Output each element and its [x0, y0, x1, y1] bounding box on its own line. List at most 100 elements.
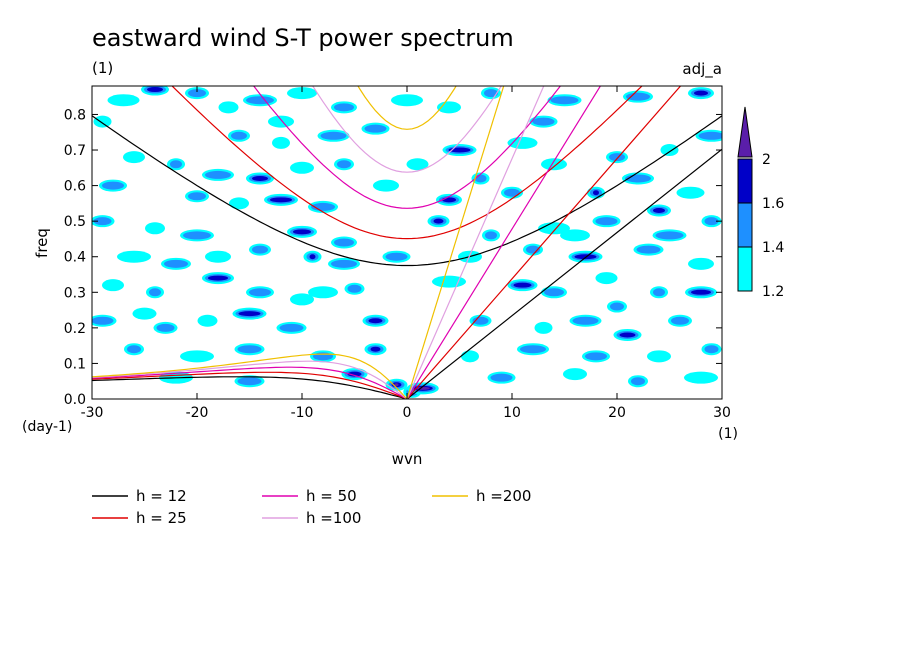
contour-blob	[623, 90, 653, 103]
contour-level-1	[308, 286, 338, 299]
contour-level-1	[117, 250, 151, 263]
contour-blob	[432, 275, 466, 288]
contour-level-2	[188, 89, 206, 98]
y-unit-label: (day-1)	[22, 419, 72, 435]
contour-blob	[362, 314, 389, 327]
contour-level-2	[520, 345, 546, 354]
dispersion-curves	[92, 86, 722, 399]
contour-level-3	[368, 318, 383, 324]
contour-level-3	[593, 190, 599, 196]
contour-level-1	[107, 94, 140, 107]
contour-blob	[331, 101, 357, 114]
contour-blob	[268, 115, 294, 128]
y-tick-label: 0.4	[64, 250, 86, 266]
contour-level-2	[164, 259, 188, 268]
contour-level-1	[132, 307, 157, 320]
contour-level-3	[370, 346, 381, 352]
contour-level-2	[127, 345, 141, 354]
contour-level-2	[595, 217, 618, 226]
contour-blob	[317, 129, 350, 142]
contour-level-2	[237, 377, 262, 386]
contour-blob	[650, 286, 668, 299]
contour-blob	[685, 286, 717, 299]
contour-blob	[652, 229, 687, 242]
legend-item: h = 50	[262, 487, 357, 505]
contour-level-2	[334, 103, 354, 112]
contour-blob	[487, 371, 516, 384]
contour-blob	[102, 279, 124, 292]
legend-item: h =200	[432, 487, 531, 505]
contour-level-1	[205, 250, 231, 263]
contour-blob	[124, 343, 144, 356]
contour-blob	[688, 257, 714, 270]
colorbar-arrow	[737, 106, 753, 158]
contour-level-2	[626, 92, 650, 101]
contour-blob	[534, 321, 553, 334]
y-axis-label: freq	[33, 228, 51, 258]
contour-level-2	[320, 131, 347, 140]
contour-level-1	[290, 293, 314, 306]
y-tick-label: 0.7	[64, 143, 86, 159]
y-tick-label: 0.3	[64, 285, 86, 301]
kelvin-curve	[406, 86, 545, 399]
y-tick-label: 0.6	[64, 179, 86, 195]
contour-blob	[613, 328, 642, 341]
contour-level-2	[92, 316, 114, 325]
legend-label: h =200	[476, 487, 531, 505]
contour-level-2	[347, 284, 362, 293]
contour-blob	[647, 350, 671, 363]
legend: h = 12 h = 25 h = 50 h =100 h =200	[92, 487, 531, 527]
x-tick-label: -30	[81, 405, 104, 421]
contour-blob	[569, 314, 602, 327]
kelvin-curve	[406, 86, 505, 399]
legend-label: h =100	[306, 509, 361, 527]
contour-level-1	[391, 94, 423, 107]
x-tick-label: 0	[403, 405, 412, 421]
legend-item: h = 25	[92, 509, 187, 527]
contour-blob	[660, 144, 679, 157]
y-tick-label: 0.2	[64, 321, 86, 337]
contour-blob	[308, 200, 338, 213]
contour-level-1	[272, 136, 290, 149]
contour-blob	[243, 94, 277, 107]
inertia-gravity-curve	[171, 86, 643, 240]
contour-blob	[701, 215, 722, 228]
contour-level-1	[647, 350, 671, 363]
contour-blob	[153, 321, 178, 334]
contour-level-2	[609, 153, 625, 162]
x-unit-label: (1)	[718, 426, 738, 442]
contour-blob	[507, 279, 538, 292]
y-tick-label: 0.1	[64, 356, 86, 372]
contour-level-1	[218, 101, 239, 114]
contour-blob	[364, 343, 387, 356]
contour-level-2	[334, 238, 354, 247]
contour-blob	[123, 151, 145, 164]
x-axis-label: wvn	[392, 450, 423, 468]
contour-level-3	[309, 254, 316, 260]
contour-blob	[287, 87, 317, 100]
contour-level-2	[653, 288, 665, 297]
colorbar-label: 1.4	[762, 240, 784, 256]
x-tick-label: -10	[291, 405, 314, 421]
contour-level-1	[123, 151, 145, 164]
contour-blob	[606, 151, 628, 164]
contour-level-2	[252, 245, 268, 254]
contour-level-2	[231, 131, 247, 140]
contour-blob	[202, 272, 234, 285]
inertia-gravity-curve	[252, 86, 562, 209]
contour-blob	[529, 115, 558, 128]
contour-level-3	[653, 207, 665, 213]
legend-item: h = 12	[92, 487, 187, 505]
contour-blob	[185, 87, 209, 100]
contour-blob	[334, 158, 354, 171]
x-tick-label: 30	[713, 405, 731, 421]
contour-level-1	[93, 115, 112, 128]
contour-blob	[264, 193, 298, 206]
contour-blob	[684, 371, 718, 384]
contour-blob	[676, 186, 705, 199]
contour-blob	[523, 243, 543, 256]
colorbar: 1.2 1.4 1.6 2	[737, 106, 784, 300]
contour-blob	[587, 186, 605, 199]
contour-blob	[331, 236, 357, 249]
